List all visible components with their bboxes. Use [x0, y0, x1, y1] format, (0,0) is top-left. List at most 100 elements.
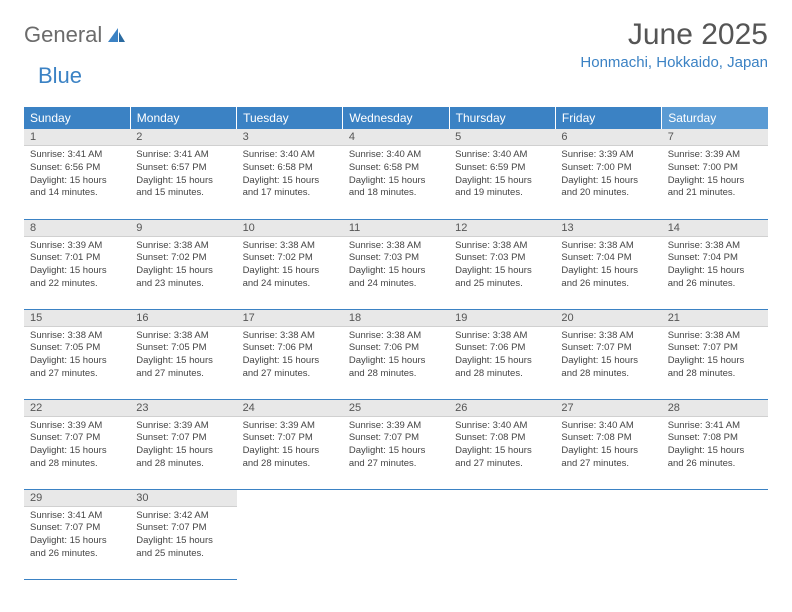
calendar-day-cell: 16 Sunrise: 3:38 AMSunset: 7:05 PMDayligh… [130, 309, 236, 399]
daylight-line: Daylight: 15 hours and 28 minutes. [136, 445, 230, 471]
day-details: Sunrise: 3:39 AMSunset: 7:00 PMDaylight:… [662, 146, 768, 204]
weekday-header-row: Sunday Monday Tuesday Wednesday Thursday… [24, 107, 768, 129]
day-number: 2 [130, 129, 236, 146]
daylight-line: Daylight: 15 hours and 27 minutes. [30, 355, 124, 381]
sunset-line: Sunset: 6:59 PM [455, 162, 549, 175]
day-number: 22 [24, 400, 130, 417]
logo: General [24, 18, 128, 48]
daylight-line: Daylight: 15 hours and 23 minutes. [136, 265, 230, 291]
day-details: Sunrise: 3:40 AMSunset: 6:58 PMDaylight:… [343, 146, 449, 204]
day-number: 14 [662, 220, 768, 237]
day-number: 4 [343, 129, 449, 146]
daylight-line: Daylight: 15 hours and 22 minutes. [30, 265, 124, 291]
day-details: Sunrise: 3:39 AMSunset: 7:07 PMDaylight:… [343, 417, 449, 475]
sunset-line: Sunset: 7:00 PM [668, 162, 762, 175]
day-number: 24 [237, 400, 343, 417]
sunrise-line: Sunrise: 3:38 AM [455, 240, 549, 253]
day-details: Sunrise: 3:38 AMSunset: 7:04 PMDaylight:… [555, 237, 661, 295]
calendar-day-cell: 4Sunrise: 3:40 AMSunset: 6:58 PMDaylight… [343, 129, 449, 219]
day-number: 30 [130, 490, 236, 507]
sunset-line: Sunset: 7:00 PM [561, 162, 655, 175]
logo-text-general: General [24, 22, 102, 48]
daylight-line: Daylight: 15 hours and 26 minutes. [668, 265, 762, 291]
sunset-line: Sunset: 7:07 PM [668, 342, 762, 355]
calendar-week-row: 22Sunrise: 3:39 AMSunset: 7:07 PMDayligh… [24, 399, 768, 489]
day-number: 16 [130, 310, 236, 327]
day-number: 13 [555, 220, 661, 237]
day-details: Sunrise: 3:38 AMSunset: 7:02 PMDaylight:… [237, 237, 343, 295]
day-number: 9 [130, 220, 236, 237]
day-details: Sunrise: 3:40 AMSunset: 7:08 PMDaylight:… [555, 417, 661, 475]
calendar-day-cell: 10Sunrise: 3:38 AMSunset: 7:02 PMDayligh… [237, 219, 343, 309]
day-details: Sunrise: 3:40 AMSunset: 7:08 PMDaylight:… [449, 417, 555, 475]
daylight-line: Daylight: 15 hours and 20 minutes. [561, 175, 655, 201]
day-details: Sunrise: 3:39 AMSunset: 7:01 PMDaylight:… [24, 237, 130, 295]
sunrise-line: Sunrise: 3:39 AM [30, 240, 124, 253]
calendar-day-cell: 19Sunrise: 3:38 AMSunset: 7:06 PMDayligh… [449, 309, 555, 399]
calendar-day-cell: 28Sunrise: 3:41 AMSunset: 7:08 PMDayligh… [662, 399, 768, 489]
daylight-line: Daylight: 15 hours and 15 minutes. [136, 175, 230, 201]
sunrise-line: Sunrise: 3:38 AM [30, 330, 124, 343]
calendar-day-cell: 22Sunrise: 3:39 AMSunset: 7:07 PMDayligh… [24, 399, 130, 489]
day-number: 1 [24, 129, 130, 146]
sunset-line: Sunset: 7:08 PM [561, 432, 655, 445]
calendar-day-cell: 20Sunrise: 3:38 AMSunset: 7:07 PMDayligh… [555, 309, 661, 399]
month-title: June 2025 [580, 18, 768, 52]
day-number: 29 [24, 490, 130, 507]
calendar-day-cell: 11Sunrise: 3:38 AMSunset: 7:03 PMDayligh… [343, 219, 449, 309]
day-details: Sunrise: 3:38 AMSunset: 7:04 PMDaylight:… [662, 237, 768, 295]
sunset-line: Sunset: 7:03 PM [455, 252, 549, 265]
day-number: 27 [555, 400, 661, 417]
day-details: Sunrise: 3:41 AMSunset: 6:56 PMDaylight:… [24, 146, 130, 204]
weekday-header-tuesday: Tuesday [237, 107, 343, 129]
day-details: Sunrise: 3:40 AMSunset: 6:58 PMDaylight:… [237, 146, 343, 204]
weekday-header-monday: Monday [130, 107, 236, 129]
daylight-line: Daylight: 15 hours and 24 minutes. [349, 265, 443, 291]
daylight-line: Daylight: 15 hours and 21 minutes. [668, 175, 762, 201]
sunrise-line: Sunrise: 3:38 AM [243, 330, 337, 343]
calendar-day-cell: 30Sunrise: 3:42 AMSunset: 7:07 PMDayligh… [130, 489, 236, 579]
day-details: Sunrise: 3:41 AMSunset: 7:08 PMDaylight:… [662, 417, 768, 475]
sunset-line: Sunset: 7:07 PM [136, 432, 230, 445]
sunrise-line: Sunrise: 3:39 AM [243, 420, 337, 433]
day-details: Sunrise: 3:38 AMSunset: 7:07 PMDaylight:… [662, 327, 768, 385]
daylight-line: Daylight: 15 hours and 28 minutes. [30, 445, 124, 471]
day-number: 25 [343, 400, 449, 417]
sunrise-line: Sunrise: 3:39 AM [668, 149, 762, 162]
calendar-day-cell: 29Sunrise: 3:41 AMSunset: 7:07 PMDayligh… [24, 489, 130, 579]
day-details: Sunrise: 3:39 AMSunset: 7:07 PMDaylight:… [237, 417, 343, 475]
sunrise-line: Sunrise: 3:39 AM [30, 420, 124, 433]
calendar-day-cell: 7Sunrise: 3:39 AMSunset: 7:00 PMDaylight… [662, 129, 768, 219]
day-details: Sunrise: 3:40 AMSunset: 6:59 PMDaylight:… [449, 146, 555, 204]
calendar-day-cell [237, 489, 343, 579]
calendar-day-cell [555, 489, 661, 579]
sunset-line: Sunset: 7:06 PM [243, 342, 337, 355]
sunset-line: Sunset: 7:05 PM [136, 342, 230, 355]
day-number: 18 [343, 310, 449, 327]
calendar-page: General June 2025 Honmachi, Hokkaido, Ja… [0, 0, 792, 598]
daylight-line: Daylight: 15 hours and 26 minutes. [30, 535, 124, 561]
day-number: 17 [237, 310, 343, 327]
day-number: 19 [449, 310, 555, 327]
sunrise-line: Sunrise: 3:38 AM [136, 330, 230, 343]
sunrise-line: Sunrise: 3:40 AM [349, 149, 443, 162]
calendar-day-cell [343, 489, 449, 579]
day-details: Sunrise: 3:41 AMSunset: 7:07 PMDaylight:… [24, 507, 130, 565]
sunrise-line: Sunrise: 3:40 AM [455, 420, 549, 433]
logo-text-blue: Blue [38, 63, 82, 88]
daylight-line: Daylight: 15 hours and 27 minutes. [136, 355, 230, 381]
daylight-line: Daylight: 15 hours and 14 minutes. [30, 175, 124, 201]
sunset-line: Sunset: 7:07 PM [561, 342, 655, 355]
calendar-week-row: 29Sunrise: 3:41 AMSunset: 7:07 PMDayligh… [24, 489, 768, 579]
weekday-header-sunday: Sunday [24, 107, 130, 129]
calendar-day-cell: 18Sunrise: 3:38 AMSunset: 7:06 PMDayligh… [343, 309, 449, 399]
daylight-line: Daylight: 15 hours and 28 minutes. [243, 445, 337, 471]
calendar-day-cell: 1Sunrise: 3:41 AMSunset: 6:56 PMDaylight… [24, 129, 130, 219]
daylight-line: Daylight: 15 hours and 27 minutes. [455, 445, 549, 471]
day-number: 5 [449, 129, 555, 146]
sunrise-line: Sunrise: 3:38 AM [668, 330, 762, 343]
calendar-day-cell [449, 489, 555, 579]
sunset-line: Sunset: 6:58 PM [349, 162, 443, 175]
sunrise-line: Sunrise: 3:38 AM [561, 330, 655, 343]
daylight-line: Daylight: 15 hours and 28 minutes. [455, 355, 549, 381]
